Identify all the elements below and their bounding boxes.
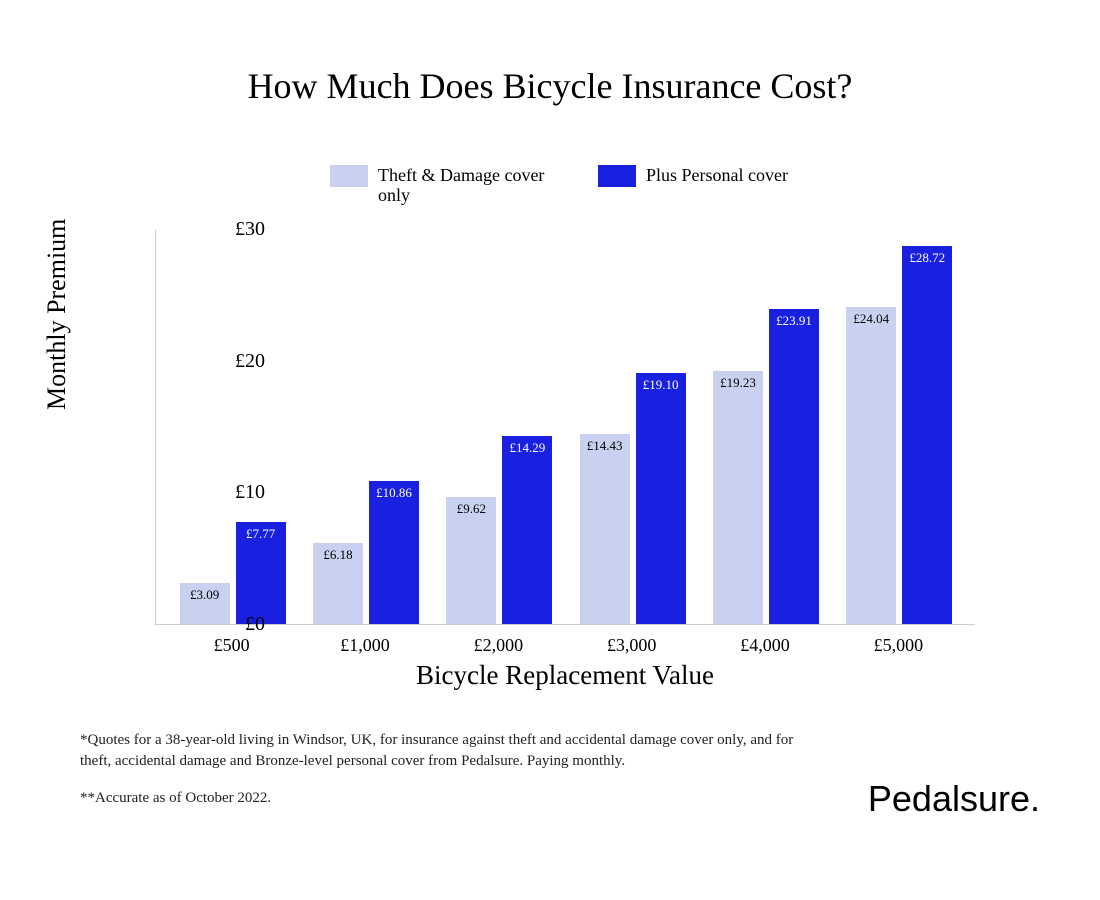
bar-personal: £19.10: [636, 373, 686, 624]
bar-theft-damage: £9.62: [446, 497, 496, 624]
bar-value-label: £28.72: [902, 250, 952, 266]
bar-theft-damage: £24.04: [846, 307, 896, 624]
chart-area: £3.09£7.77£6.18£10.86£9.62£14.29£14.43£1…: [155, 230, 975, 625]
legend-item-personal: Plus Personal cover: [598, 165, 788, 187]
legend-swatch-personal: [598, 165, 636, 187]
bar-value-label: £10.86: [369, 485, 419, 501]
legend-swatch-theft-damage: [330, 165, 368, 187]
y-tick-label: £0: [205, 613, 265, 636]
y-axis-title: Monthly Premium: [42, 219, 72, 410]
brand-label: Pedalsure.: [868, 778, 1040, 820]
bar-theft-damage: £19.23: [713, 371, 763, 624]
legend: Theft & Damage cover only Plus Personal …: [330, 165, 788, 205]
x-tick-label: £3,000: [574, 635, 690, 656]
bar-personal: £23.91: [769, 309, 819, 624]
y-tick-label: £30: [205, 218, 265, 241]
legend-label-personal: Plus Personal cover: [646, 165, 788, 185]
bar-value-label: £19.10: [636, 377, 686, 393]
x-tick-label: £5,000: [840, 635, 956, 656]
bar-theft-damage: £14.43: [580, 434, 630, 624]
bar-value-label: £3.09: [180, 587, 230, 603]
bar-group: £3.09 £7.77: [175, 522, 291, 624]
bar-value-label: £23.91: [769, 313, 819, 329]
bar-group: £19.23 £23.91: [708, 309, 824, 624]
footnote-2: **Accurate as of October 2022.: [80, 788, 800, 809]
bar-value-label: £24.04: [846, 311, 896, 327]
x-tick-label: £2,000: [440, 635, 556, 656]
bars-wrap: £3.09£7.77£6.18£10.86£9.62£14.29£14.43£1…: [156, 229, 976, 624]
chart-container: How Much Does Bicycle Insurance Cost? Th…: [0, 0, 1100, 900]
footnotes: *Quotes for a 38-year-old living in Wind…: [80, 730, 800, 825]
bar-value-label: £6.18: [313, 547, 363, 563]
bar-value-label: £9.62: [446, 501, 496, 517]
bar-group: £6.18 £10.86: [308, 481, 424, 624]
footnote-1: *Quotes for a 38-year-old living in Wind…: [80, 730, 800, 772]
bar-personal: £14.29: [502, 436, 552, 624]
y-tick-label: £10: [205, 481, 265, 504]
bar-value-label: £7.77: [236, 526, 286, 542]
bar-personal: £28.72: [902, 246, 952, 624]
bar-group: £9.62 £14.29: [441, 436, 557, 624]
bar-group: £14.43 £19.10: [575, 373, 691, 624]
bar-value-label: £19.23: [713, 375, 763, 391]
plot-area: £3.09£7.77£6.18£10.86£9.62£14.29£14.43£1…: [155, 230, 975, 625]
x-tick-label: £500: [174, 635, 290, 656]
bar-value-label: £14.43: [580, 438, 630, 454]
y-tick-label: £20: [205, 350, 265, 373]
bar-value-label: £14.29: [502, 440, 552, 456]
x-tick-label: £4,000: [707, 635, 823, 656]
bar-theft-damage: £6.18: [313, 543, 363, 624]
legend-label-theft-damage: Theft & Damage cover only: [378, 165, 548, 205]
bar-personal: £10.86: [369, 481, 419, 624]
x-tick-label: £1,000: [307, 635, 423, 656]
chart-title: How Much Does Bicycle Insurance Cost?: [0, 65, 1100, 107]
bar-group: £24.04 £28.72: [841, 246, 957, 624]
bar-personal: £7.77: [236, 522, 286, 624]
legend-item-theft-damage: Theft & Damage cover only: [330, 165, 548, 205]
x-axis-title: Bicycle Replacement Value: [155, 660, 975, 691]
